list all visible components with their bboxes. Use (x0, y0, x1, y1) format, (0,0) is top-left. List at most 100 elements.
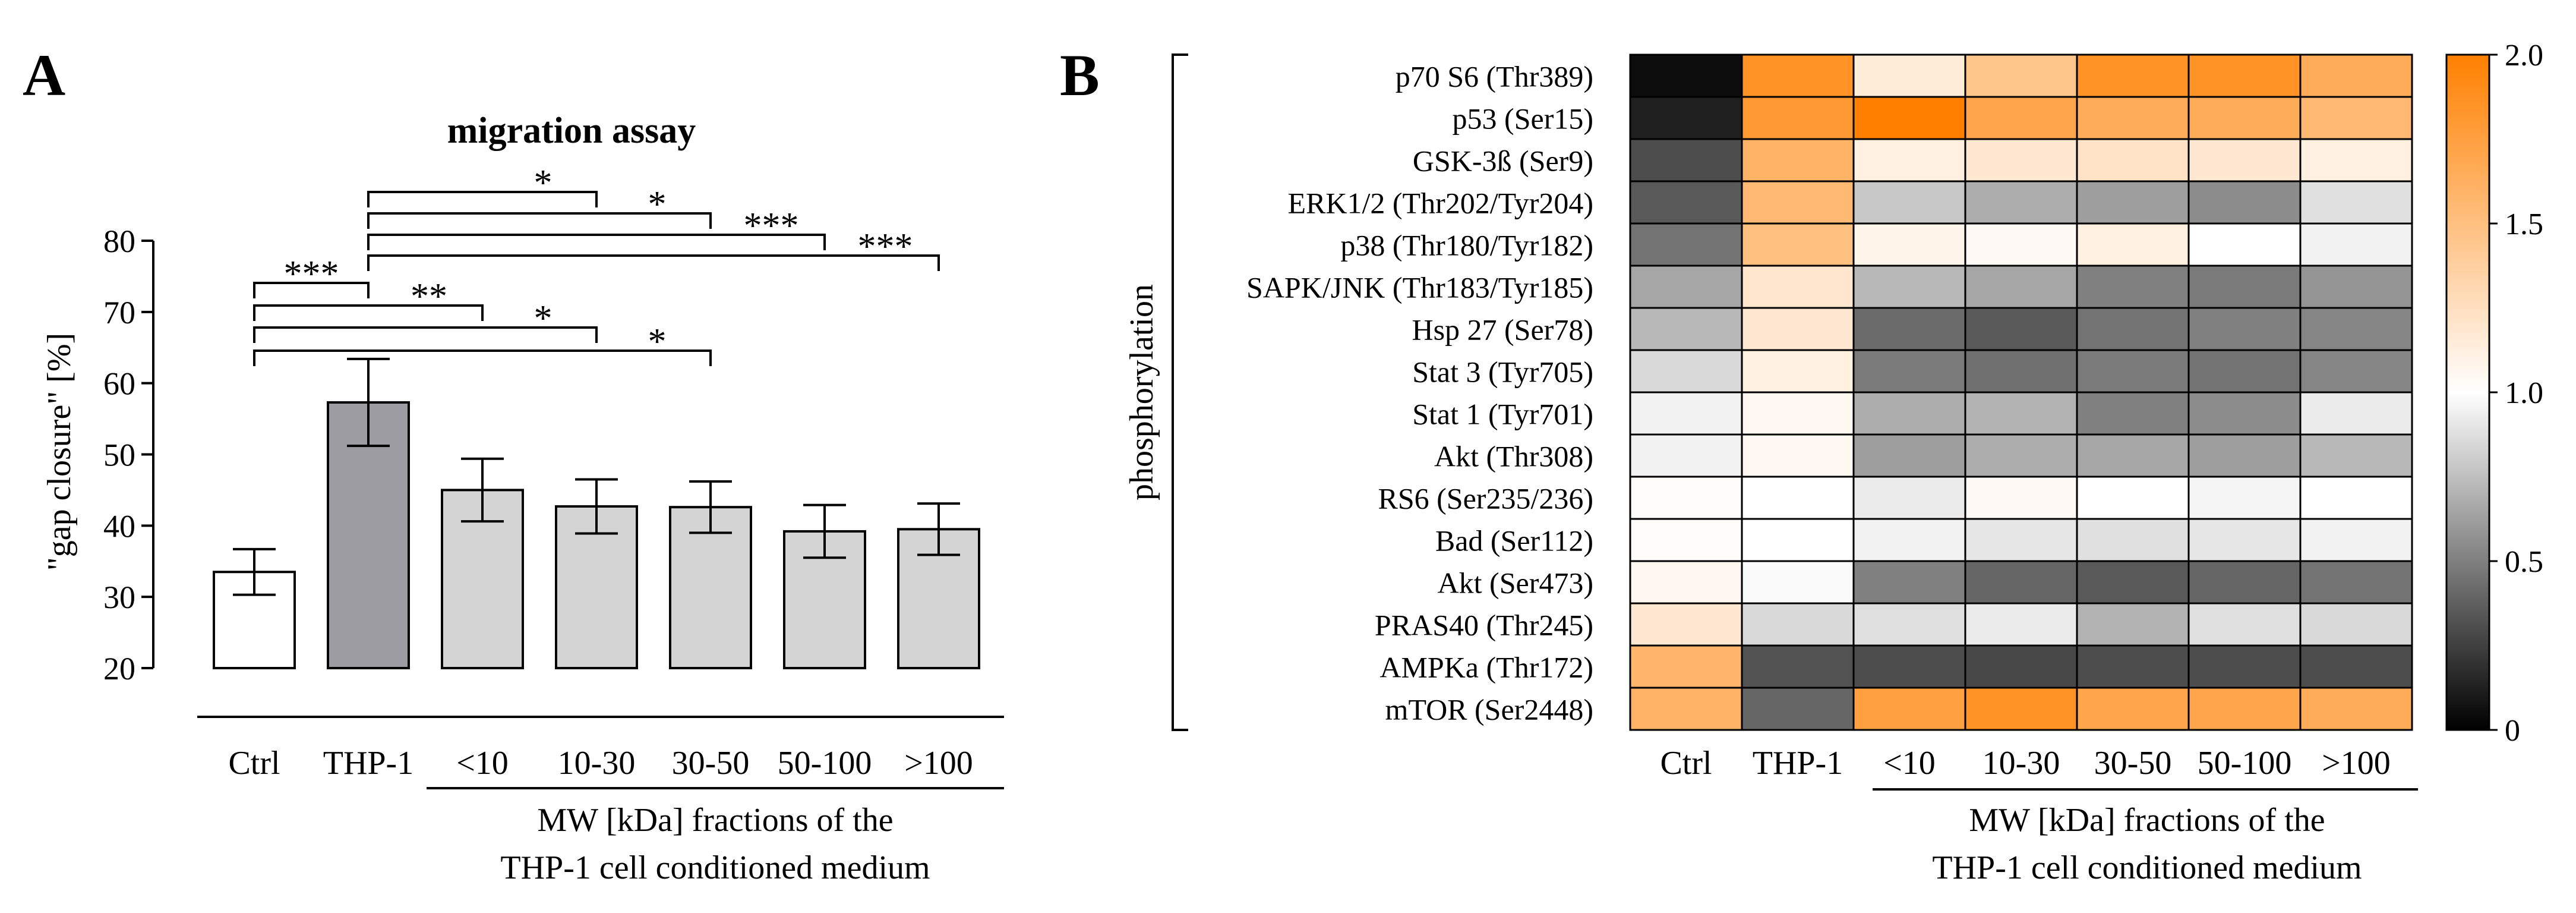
panel-b-label: B (1060, 42, 1100, 108)
heatmap-cell (1741, 644, 1855, 689)
heatmap-cell (1964, 349, 2078, 393)
heatmap-cell (1852, 560, 1966, 605)
heatmap-cell (1741, 180, 1855, 225)
heatmap-cell (2076, 222, 2190, 267)
panel-b-group-label-line1: MW [kDa] fractions of the (1969, 802, 2325, 839)
heatmap-cell (1629, 433, 1743, 478)
y-axis-label: "gap closure" [%] (41, 333, 78, 571)
heatmap-cell (1741, 53, 1855, 98)
y-tick-label: 80 (103, 223, 135, 259)
heatmap-cell (1964, 560, 2078, 605)
heatmap-row-label: PRAS40 (Thr245) (1375, 609, 1593, 642)
heatmap-cell (1629, 602, 1743, 647)
heatmap-cell (1852, 222, 1966, 267)
heatmap-cell (2187, 53, 2302, 98)
heatmap-cell (1852, 53, 1966, 98)
significance-bracket (367, 234, 826, 250)
heatmap-cell (1852, 644, 1966, 689)
panel-b-group-label-line2: THP-1 cell conditioned medium (1932, 849, 2362, 886)
heatmap-cell (1964, 222, 2078, 267)
heatmap-cell (1964, 138, 2078, 182)
heatmap-cell (2076, 433, 2190, 478)
heatmap-cell (1852, 602, 1966, 647)
significance-label: * (648, 322, 667, 362)
heatmap-cell (1629, 138, 1743, 182)
heatmap-row-label: mTOR (Ser2448) (1385, 693, 1593, 726)
x-tick-label: Ctrl (228, 745, 280, 782)
heatmap-cell (1741, 222, 1855, 267)
heatmap-row-label: Stat 3 (Tyr705) (1412, 355, 1593, 389)
heatmap-row-label: Hsp 27 (Ser78) (1412, 313, 1593, 347)
heatmap-cell (1964, 96, 2078, 140)
heatmap-column-label: THP-1 (1753, 745, 1843, 782)
heatmap-cells (1629, 53, 2413, 731)
heatmap-cell (1629, 644, 1743, 689)
x-tick-label: 30-50 (672, 745, 750, 782)
heatmap-row-label: Bad (Ser112) (1435, 524, 1593, 558)
heatmap-cell (2299, 476, 2413, 520)
heatmap-cell (2187, 687, 2302, 731)
heatmap-cell (1741, 349, 1855, 393)
heatmap-cell (2076, 602, 2190, 647)
heatmap-column-labels: Ctrl THP-1 <10 10-30 30-50 50-100 >100 (1660, 745, 2390, 782)
heatmap-cell (1964, 644, 2078, 689)
heatmap-cell (1964, 518, 2078, 562)
heatmap-cell (2187, 433, 2302, 478)
heatmap-row-label: Stat 1 (Tyr701) (1412, 398, 1593, 431)
heatmap-cell (1741, 602, 1855, 647)
significance-label: * (534, 163, 553, 203)
heatmap-cell (1964, 602, 2078, 647)
heatmap-cell (2299, 349, 2413, 393)
y-tick-label: 30 (103, 580, 135, 615)
significance-label: *** (858, 226, 913, 267)
heatmap-cell (2187, 180, 2302, 225)
heatmap-cell (2076, 391, 2190, 436)
heatmap-cell (1852, 433, 1966, 478)
heatmap-cell (1964, 307, 2078, 351)
x-tick-label: >100 (904, 745, 973, 782)
heatmap-cell (1629, 518, 1743, 562)
heatmap-cell (1964, 433, 2078, 478)
heatmap-cell (1629, 687, 1743, 731)
heatmap-row-label: GSK-3ß (Ser9) (1413, 144, 1593, 178)
heatmap-cell (1629, 560, 1743, 605)
heatmap-cell (2187, 391, 2302, 436)
y-tick-label: 50 (103, 437, 135, 473)
significance-label: ** (411, 276, 447, 317)
heatmap-cell (1629, 53, 1743, 98)
colorbar-tick-label: 0.5 (2505, 545, 2543, 579)
significance-bracket (367, 191, 598, 207)
heatmap-column-label: 30-50 (2094, 745, 2172, 782)
heatmap-cell (2076, 349, 2190, 393)
heatmap-row-label: p38 (Thr180/Tyr182) (1340, 229, 1593, 262)
heatmap-column-label: >100 (2322, 745, 2391, 782)
heatmap-cell (2076, 476, 2190, 520)
significance-label: *** (284, 254, 339, 294)
colorbar-tick-label: 1.0 (2505, 376, 2543, 410)
heatmap-column-label: <10 (1883, 745, 1936, 782)
heatmap-cell (1852, 138, 1966, 182)
heatmap-cell (2299, 602, 2413, 647)
y-tick-label: 60 (103, 366, 135, 402)
panel-a-significance: *************** (253, 163, 940, 366)
panel-a-title: migration assay (447, 111, 696, 151)
x-tick-label: 50-100 (778, 745, 872, 782)
heatmap-cell (1852, 391, 1966, 436)
y-tick-label: 70 (103, 295, 135, 330)
panel-a-group-label-line1: MW [kDa] fractions of the (537, 802, 893, 839)
heatmap-cell (2299, 307, 2413, 351)
colorbar-ticks: 0 0.5 1.0 1.5 2.0 (2489, 39, 2543, 748)
bar (327, 401, 410, 669)
heatmap-cell (1964, 53, 2078, 98)
heatmap-cell (1741, 687, 1855, 731)
heatmap-column-label: Ctrl (1660, 745, 1712, 782)
heatmap-cell (2187, 476, 2302, 520)
heatmap-cell (2187, 349, 2302, 393)
heatmap-cell (1964, 180, 2078, 225)
colorbar-tick-label: 2.0 (2505, 39, 2543, 73)
panel-a-bars (213, 357, 980, 670)
significance-bracket (367, 254, 940, 271)
heatmap-cell (1741, 391, 1855, 436)
heatmap-cell (1629, 391, 1743, 436)
heatmap-cell (2076, 644, 2190, 689)
